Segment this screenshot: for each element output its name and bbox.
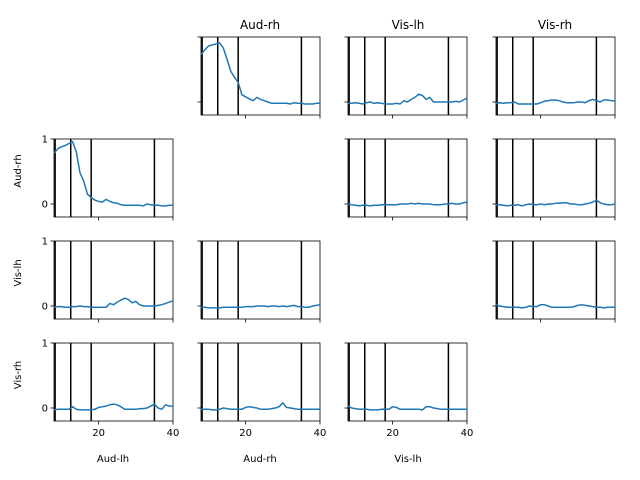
y-tick-label: 1 (42, 237, 48, 248)
panel-frame (347, 36, 468, 116)
x-tick-label: 20 (386, 428, 399, 439)
panel-r2-c3 (492, 240, 616, 323)
y-tick-label: 0 (42, 404, 48, 415)
series-line (53, 297, 174, 309)
panel-r2-c1 (197, 240, 321, 323)
y-tick-label: 1 (42, 135, 48, 146)
col-title-aud-rh: Aud-rh (240, 18, 280, 32)
series-line (495, 98, 615, 105)
panel-frame (347, 342, 468, 422)
ylabel-row-aud-rh: Aud-rh (13, 154, 24, 187)
panel-r0-c1 (197, 36, 321, 119)
panel-frame (53, 138, 174, 218)
col-title-vis-lh: Vis-lh (392, 18, 425, 32)
series-line (347, 405, 467, 411)
y-tick-label: 0 (42, 302, 48, 313)
xlabel-col-aud-lh: Aud-lh (97, 454, 129, 465)
panel-frame (53, 342, 174, 422)
series-line (53, 140, 173, 207)
panel-frame (495, 36, 616, 116)
panel-r3-c2: 20 40 (344, 342, 474, 439)
series-line (201, 402, 320, 411)
xlabel-col-vis-lh: Vis-lh (394, 454, 421, 465)
ylabel-row-vis-lh: Vis-lh (13, 259, 24, 286)
series-line (495, 303, 615, 309)
ylabel-row-vis-rh: Vis-rh (13, 361, 24, 390)
y-tick-label: 0 (42, 200, 48, 211)
panel-r1-c0: 01 (42, 135, 174, 221)
panel-frame (200, 36, 321, 116)
panel-r0-c2 (344, 36, 468, 119)
x-tick-label: 20 (92, 428, 105, 439)
series-line (200, 42, 320, 105)
x-tick-label: 40 (314, 428, 327, 439)
panel-frame (53, 240, 174, 320)
panel-frame (200, 240, 321, 320)
panel-frame (347, 138, 468, 218)
series-line (496, 199, 616, 207)
y-tick-label: 1 (42, 339, 48, 350)
panel-r3-c1: 20 40 (197, 342, 327, 439)
panel-frame (495, 138, 616, 218)
panel-frame (495, 240, 616, 320)
series-line (201, 303, 321, 309)
series-line (347, 201, 468, 207)
col-title-vis-rh: Vis-rh (538, 18, 572, 32)
x-tick-label: 20 (239, 428, 252, 439)
panel-r2-c0: 01 (42, 237, 174, 323)
panel-frame (200, 342, 321, 422)
panel-r1-c3 (492, 138, 616, 221)
series-line (53, 403, 173, 411)
x-tick-label: 40 (461, 428, 474, 439)
x-tick-label: 40 (167, 428, 180, 439)
panel-r3-c0: 20 40 0 1 (42, 339, 180, 440)
xlabel-col-aud-rh: Aud-rh (243, 454, 276, 465)
series-line (348, 93, 468, 105)
panel-r1-c2 (344, 138, 468, 221)
panel-r0-c3 (492, 36, 616, 119)
